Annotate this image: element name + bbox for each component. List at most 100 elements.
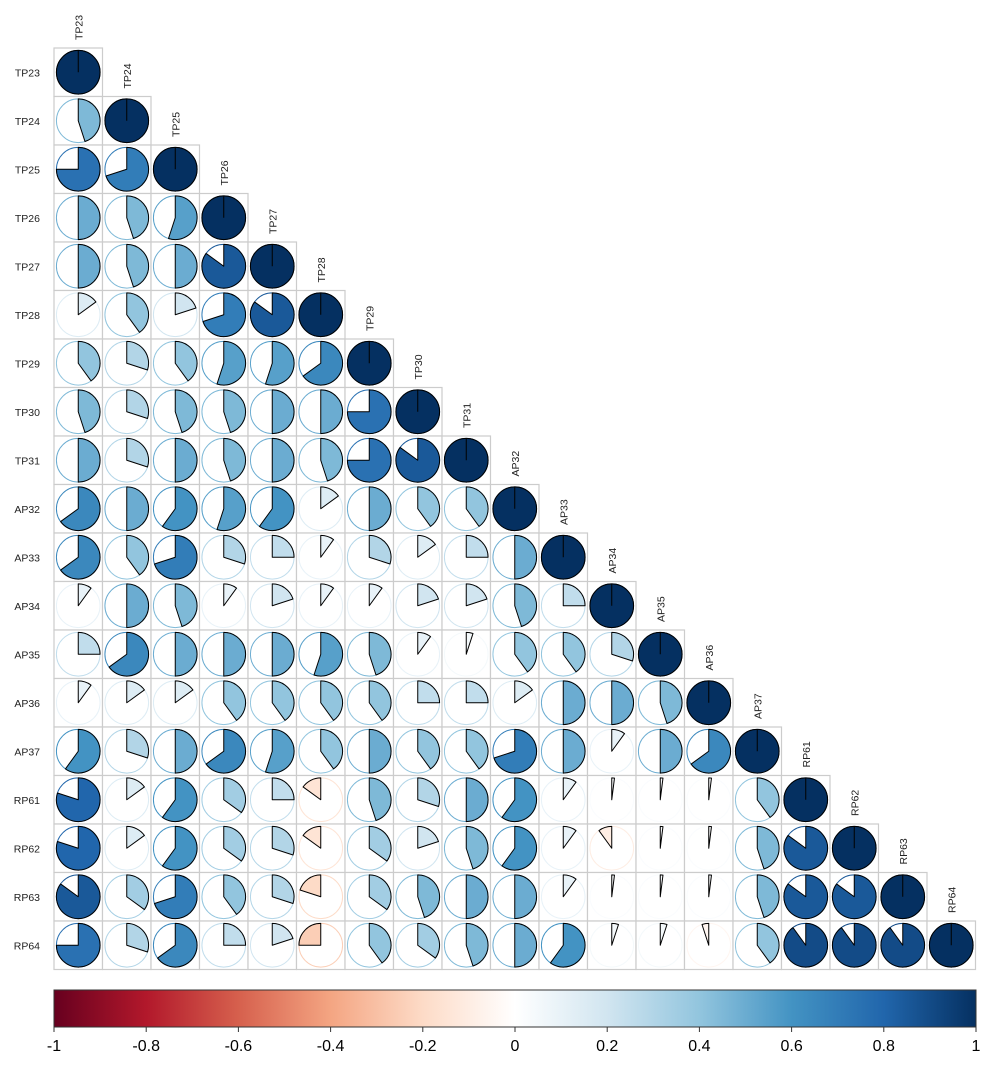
cell-RP61-AP34	[586, 774, 637, 825]
cell-AP35-TP30	[392, 629, 443, 680]
pie-slice	[313, 631, 344, 677]
pie-slice	[611, 680, 635, 726]
pie-slice	[126, 486, 150, 532]
cell-AP37-TP23	[53, 726, 104, 777]
cell-RP61-TP29	[344, 774, 395, 825]
pie-slice	[417, 534, 436, 558]
pie-slice	[659, 874, 664, 898]
cell-RP61-TP28	[295, 774, 346, 825]
pie-slice	[368, 728, 392, 774]
cell-AP33-TP30	[392, 532, 443, 583]
pie-slice	[756, 922, 780, 964]
pie-slice	[368, 825, 392, 862]
cell-AP33-TP26	[198, 532, 249, 583]
cell-TP31-TP30	[392, 435, 443, 486]
pie-slice	[271, 680, 295, 721]
pie-slice	[320, 583, 335, 607]
pie-slice	[265, 340, 295, 386]
column-label: RP63	[898, 838, 910, 864]
cell-RP62-TP26	[198, 823, 249, 874]
cell-AP37-TP26	[198, 726, 249, 777]
pie-slice	[202, 292, 247, 338]
cell-AP37-AP35	[635, 726, 686, 777]
pie-slice	[126, 243, 150, 288]
cell-TP30-TP27	[247, 386, 298, 437]
pie-slice	[126, 777, 145, 801]
pie-slice	[174, 437, 198, 483]
row-label: TP28	[15, 310, 40, 322]
row-label: TP30	[15, 407, 40, 419]
pie-slice	[126, 680, 145, 704]
cell-AP33-TP28	[295, 532, 346, 583]
colorbar-tick-label: 0	[511, 1038, 520, 1055]
colorbar-tick-label: -0.6	[225, 1038, 253, 1055]
pie-slice	[708, 777, 712, 801]
pie-slice	[77, 680, 92, 704]
cell-AP35-TP31	[441, 629, 492, 680]
column-label: TP23	[73, 15, 85, 40]
pie-slice	[126, 389, 150, 419]
cell-TP30-TP28	[295, 386, 346, 437]
cell-RP62-AP32	[489, 823, 540, 874]
cell-AP34-AP33	[538, 580, 589, 631]
pie-slice	[153, 534, 198, 580]
cell-TP25-TP25	[150, 144, 201, 195]
cell-RP63-TP25	[150, 871, 201, 922]
cell-RP62-TP23	[53, 823, 104, 874]
pie-slice	[271, 534, 295, 558]
pie-slice	[126, 825, 145, 849]
cell-AP37-TP30	[392, 726, 443, 777]
cell-TP28-TP23	[53, 289, 104, 340]
row-label: AP35	[14, 649, 40, 661]
pie-slice	[205, 728, 247, 774]
pie-slice	[77, 631, 101, 655]
pie-slice	[320, 437, 344, 482]
pie-slice	[368, 777, 392, 822]
cell-RP63-AP32	[489, 871, 540, 922]
pie-slice	[783, 825, 829, 871]
cell-AP34-TP27	[247, 580, 298, 631]
cell-RP62-RP62	[829, 823, 880, 874]
pie-slice	[831, 922, 877, 968]
pie-slice	[659, 728, 683, 774]
pie-slice	[126, 874, 150, 911]
pie-slice	[701, 922, 710, 946]
cell-AP37-TP25	[150, 726, 201, 777]
pie-slice	[126, 292, 150, 333]
pie-slice	[157, 922, 198, 968]
row-label: AP33	[14, 552, 40, 564]
cell-RP62-AP34	[586, 823, 637, 874]
pie-slice	[56, 874, 101, 920]
row-label: AP37	[14, 746, 40, 758]
cell-AP33-TP25	[150, 532, 201, 583]
cell-TP28-TP24	[101, 289, 152, 340]
pie-slice	[465, 874, 489, 920]
pie-slice	[514, 922, 538, 968]
cell-TP29-TP27	[247, 338, 298, 389]
pie-slice	[55, 777, 101, 823]
cell-TP25-TP23	[53, 144, 104, 195]
pie-slice	[756, 874, 780, 919]
cell-TP31-TP26	[198, 435, 249, 486]
cell-RP62-TP24	[101, 823, 152, 874]
cell-TP27-TP23	[53, 241, 104, 292]
cell-AP32-TP24	[101, 483, 152, 534]
cell-RP63-TP26	[198, 871, 249, 922]
column-label: AP34	[607, 548, 619, 574]
cell-RP64-TP29	[344, 920, 395, 971]
column-label: RP62	[849, 790, 861, 816]
cell-TP28-TP26	[198, 289, 249, 340]
cell-AP36-AP34	[586, 677, 637, 728]
pie-slice	[659, 825, 664, 849]
cell-RP61-AP35	[635, 774, 686, 825]
cell-RP63-AP35	[635, 871, 686, 922]
cell-RP62-TP30	[392, 823, 443, 874]
pie-slice	[611, 728, 626, 752]
cell-TP26-TP24	[101, 192, 152, 243]
pie-slice	[417, 486, 441, 527]
cell-AP34-AP32	[489, 580, 540, 631]
cell-AP34-TP25	[150, 580, 201, 631]
cell-RP62-RP61	[780, 823, 831, 874]
pie-slice	[223, 437, 247, 482]
